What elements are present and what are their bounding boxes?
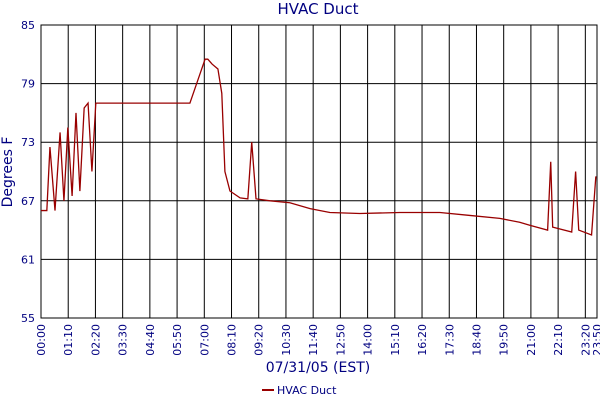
- legend-label: HVAC Duct: [277, 384, 337, 397]
- x-tick-label: 08:10: [226, 324, 239, 356]
- x-tick-label: 07:00: [198, 324, 211, 356]
- y-tick-label: 85: [21, 19, 35, 32]
- x-tick-label: 11:40: [307, 324, 320, 356]
- x-tick-label: 12:50: [334, 324, 347, 356]
- x-tick-label: 16:20: [416, 324, 429, 356]
- x-tick-label: 02:20: [89, 324, 102, 356]
- x-tick-label: 18:40: [470, 324, 483, 356]
- x-tick-label: 09:20: [253, 324, 266, 356]
- x-tick-label: 03:30: [117, 324, 130, 356]
- x-tick-label: 19:50: [498, 324, 511, 356]
- x-tick-label: 00:00: [35, 324, 48, 356]
- x-tick-label: 23:20: [579, 324, 592, 356]
- y-tick-label: 61: [21, 253, 35, 266]
- x-axis-label: 07/31/05 (EST): [266, 360, 371, 376]
- x-tick-label: 10:30: [280, 324, 293, 356]
- x-tick-label: 01:10: [62, 324, 75, 356]
- x-tick-label: 15:10: [389, 324, 402, 356]
- x-tick-label: 14:00: [362, 324, 375, 356]
- chart-title: HVAC Duct: [277, 0, 358, 18]
- y-tick-label: 79: [21, 78, 35, 91]
- x-tick-label: 17:30: [443, 324, 456, 356]
- x-tick-label: 23:50: [591, 324, 600, 356]
- x-tick-label: 05:50: [171, 324, 184, 356]
- x-tick-label: 04:40: [144, 324, 157, 356]
- x-tick-label: 22:10: [552, 324, 565, 356]
- data-line: [41, 58, 597, 236]
- y-tick-label: 55: [21, 312, 35, 325]
- plot-border: [40, 24, 598, 319]
- y-tick-label: 73: [21, 136, 35, 149]
- x-tick-label: 21:00: [525, 324, 538, 356]
- y-axis-label: Degrees F: [0, 137, 16, 208]
- y-tick-label: 67: [21, 195, 35, 208]
